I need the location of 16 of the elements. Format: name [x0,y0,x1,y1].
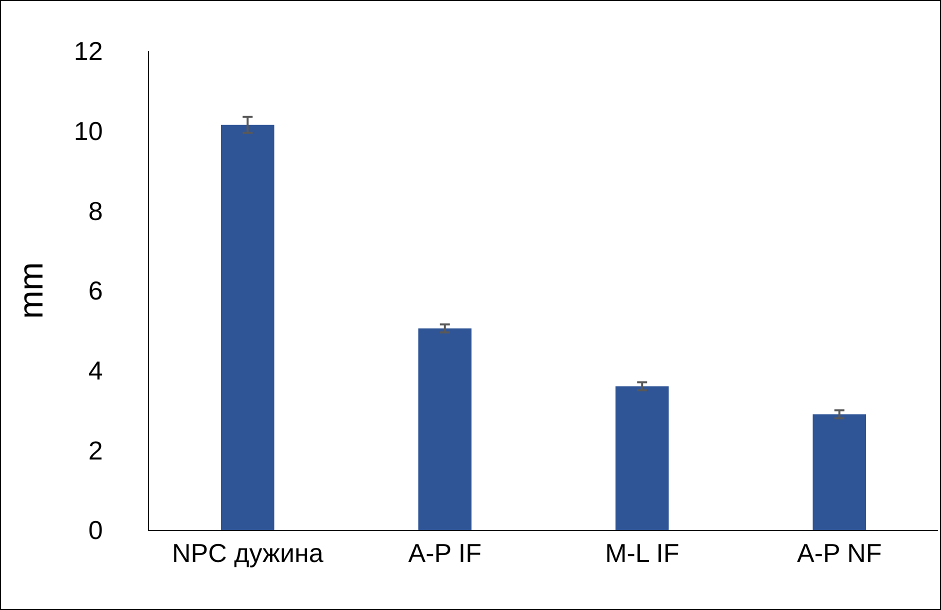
y-tick-label: 6 [88,276,103,306]
bar [418,328,472,530]
x-tick-label: A-P IF [408,538,482,568]
x-tick-label: NPC дужина [172,538,324,568]
x-tick-label: M-L IF [605,538,680,568]
y-tick-label: 10 [74,116,103,146]
y-tick-label: 8 [88,196,103,226]
y-tick-label: 0 [88,515,103,546]
y-tick-label: 2 [88,435,103,466]
bar [812,414,866,530]
bar [616,386,669,530]
y-tick-label: 12 [74,36,103,66]
y-axis-title: mm [12,262,50,319]
bar [221,124,274,530]
x-tick-label: A-P NF [796,538,882,568]
y-tick-label: 4 [88,355,103,386]
